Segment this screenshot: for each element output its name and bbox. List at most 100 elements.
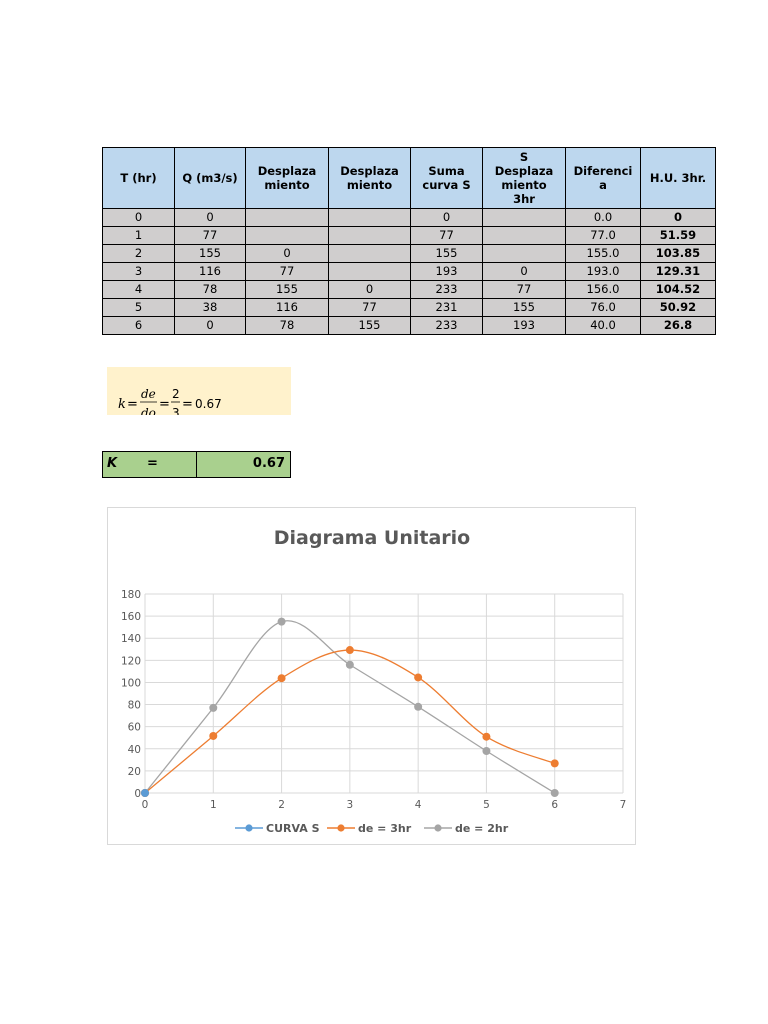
data-point [550, 759, 559, 768]
legend-marker [337, 824, 345, 832]
table-cell[interactable]: 50.92 [640, 298, 716, 317]
column-header: Q (m3/s) [174, 147, 246, 209]
table-cell[interactable]: 0 [640, 208, 716, 227]
column-header: Desplaza miento [328, 147, 411, 209]
formula-numerator-2: 2 [172, 387, 180, 401]
k-cell-divider [196, 452, 197, 477]
table-row: 5 38 116 77 231 155 76.0 50.92 [102, 298, 716, 317]
table-cell[interactable]: 155 [410, 244, 483, 263]
data-point [141, 789, 149, 797]
table-cell[interactable]: 0 [174, 208, 246, 227]
table-cell[interactable] [482, 244, 566, 263]
table-cell[interactable]: 5 [102, 298, 175, 317]
table-cell[interactable]: 104.52 [640, 280, 716, 299]
table-cell[interactable]: 155 [174, 244, 246, 263]
table-cell[interactable]: 0 [102, 208, 175, 227]
table-cell[interactable]: 193 [482, 316, 566, 335]
formula-result: 0.67 [195, 397, 222, 411]
table-cell[interactable]: 116 [245, 298, 329, 317]
table-cell[interactable]: 38 [174, 298, 246, 317]
x-tick-label: 3 [347, 799, 354, 811]
data-table: T (hr) Q (m3/s) Desplaza miento Desplaza mien… [102, 147, 716, 335]
data-point [482, 746, 491, 755]
column-header: Desplaza miento [245, 147, 329, 209]
data-point [277, 617, 286, 626]
table-cell[interactable] [482, 226, 566, 245]
table-cell[interactable]: 0 [328, 280, 411, 299]
formula-equals-2: = [159, 397, 170, 412]
table-cell[interactable]: 3 [102, 262, 175, 281]
legend-label: de = 3hr [358, 822, 412, 835]
table-cell[interactable] [482, 208, 566, 227]
k-equals: = [147, 456, 158, 471]
legend-label: de = 2hr [455, 822, 509, 835]
y-tick-label: 20 [128, 766, 141, 778]
table-header-row: T (hr) Q (m3/s) Desplaza miento Desplaza mien… [102, 147, 716, 209]
table-cell[interactable]: 155 [328, 316, 411, 335]
table-cell[interactable] [328, 226, 411, 245]
x-tick-label: 2 [278, 799, 285, 811]
table-cell[interactable]: 77.0 [565, 226, 641, 245]
formula: k = de do = 2 3 = 0.67 [118, 387, 222, 415]
table-cell[interactable] [245, 208, 329, 227]
table-cell[interactable]: 26.8 [640, 316, 716, 335]
table-cell[interactable]: 40.0 [565, 316, 641, 335]
table-cell[interactable]: 6 [102, 316, 175, 335]
y-tick-label: 120 [121, 655, 141, 667]
table-cell[interactable]: 155 [245, 280, 329, 299]
data-point [345, 646, 354, 655]
table-cell[interactable]: 77 [410, 226, 483, 245]
formula-box: k = de do = 2 3 = 0.67 [107, 367, 291, 415]
table-cell[interactable]: 0.0 [565, 208, 641, 227]
chart-container[interactable]: Diagrama Unitario 0 20 40 60 80 100 120 140 160 18… [107, 507, 636, 845]
table-cell[interactable]: 116 [174, 262, 246, 281]
table-cell[interactable] [245, 226, 329, 245]
table-cell[interactable]: 103.85 [640, 244, 716, 263]
table-cell[interactable]: 155.0 [565, 244, 641, 263]
data-point [209, 731, 218, 740]
x-tick-label: 1 [210, 799, 217, 811]
table-cell[interactable]: 78 [174, 280, 246, 299]
table-cell[interactable]: 233 [410, 316, 483, 335]
data-point [414, 702, 423, 711]
table-cell[interactable]: 0 [410, 208, 483, 227]
table-cell[interactable] [328, 208, 411, 227]
table-row: 2 155 0 155 155.0 103.85 [102, 244, 716, 263]
data-point [550, 789, 559, 797]
table-cell[interactable]: 233 [410, 280, 483, 299]
column-header: Diferenci a [565, 147, 641, 209]
table-cell[interactable]: 0 [174, 316, 246, 335]
data-point [277, 674, 286, 683]
table-cell[interactable]: 129.31 [640, 262, 716, 281]
table-cell[interactable]: 1 [102, 226, 175, 245]
table-cell[interactable] [328, 262, 411, 281]
table-cell[interactable]: 156.0 [565, 280, 641, 299]
table-cell[interactable]: 231 [410, 298, 483, 317]
y-tick-label: 80 [128, 700, 141, 712]
table-cell[interactable]: 2 [102, 244, 175, 263]
y-tick-label: 60 [128, 722, 141, 734]
y-tick-label: 160 [121, 611, 141, 623]
table-cell[interactable] [328, 244, 411, 263]
table-cell[interactable]: 77 [328, 298, 411, 317]
table-cell[interactable]: 0 [245, 244, 329, 263]
table-cell[interactable]: 77 [245, 262, 329, 281]
table-cell[interactable]: 51.59 [640, 226, 716, 245]
table-cell[interactable]: 77 [174, 226, 246, 245]
table-cell[interactable]: 0 [482, 262, 566, 281]
table-cell[interactable]: 4 [102, 280, 175, 299]
table-cell[interactable]: 193.0 [565, 262, 641, 281]
table-cell[interactable]: 193 [410, 262, 483, 281]
k-value: 0.67 [252, 456, 285, 471]
table-cell[interactable]: 77 [482, 280, 566, 299]
table-body: 0 0 0 0.0 0 1 77 77 77.0 51.59 2 155 0 155 155.0 103.85… [102, 208, 716, 335]
legend-marker [245, 824, 253, 832]
table-cell[interactable]: 155 [482, 298, 566, 317]
table-cell[interactable]: 78 [245, 316, 329, 335]
y-tick-label: 100 [121, 677, 141, 689]
data-point [414, 673, 423, 682]
table-cell[interactable]: 76.0 [565, 298, 641, 317]
formula-equals-1: = [127, 397, 138, 412]
y-tick-label: 40 [128, 744, 141, 756]
formula-equals-3: = [182, 397, 193, 412]
